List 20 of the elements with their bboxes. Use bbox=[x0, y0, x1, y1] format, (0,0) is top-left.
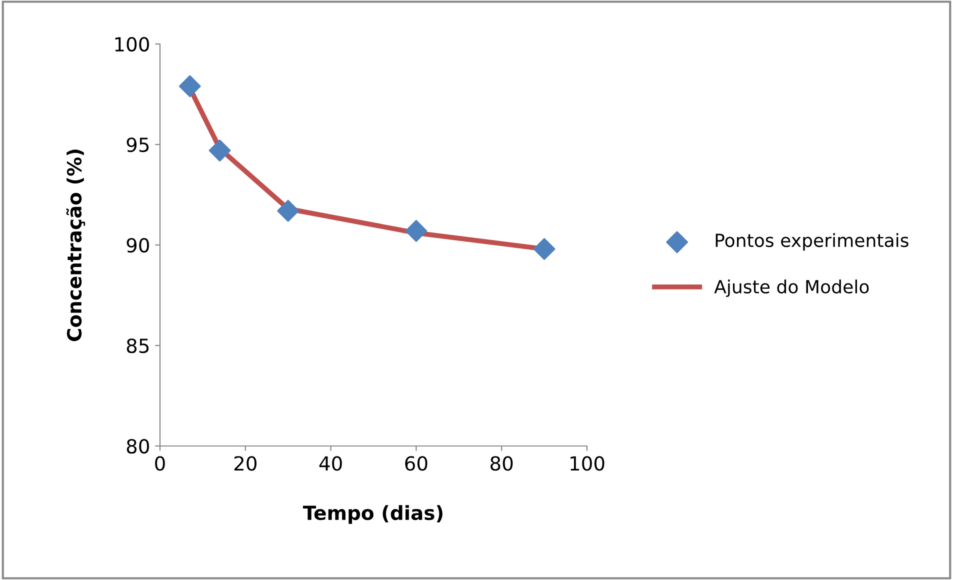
y-tick-label: 90 bbox=[126, 238, 149, 253]
x-tick-label: 60 bbox=[405, 456, 428, 471]
point bbox=[533, 238, 556, 260]
y-tick-label: 80 bbox=[126, 438, 149, 454]
legend-label: Pontos experimentais bbox=[716, 233, 908, 251]
x-tick-label: 20 bbox=[234, 456, 256, 471]
point bbox=[405, 220, 428, 242]
y-axis-title: Concentração (%) bbox=[66, 150, 86, 342]
y-tick-label: 100 bbox=[115, 36, 149, 52]
point bbox=[178, 75, 201, 98]
x-tick-label: 100 bbox=[570, 456, 604, 471]
legend-label: Ajuste do Modelo bbox=[714, 280, 869, 298]
y-tick-label: 85 bbox=[126, 338, 149, 354]
x-axis-title: Tempo (dias) bbox=[302, 505, 442, 524]
y-tick-label: 95 bbox=[126, 137, 149, 152]
x-tick-label: 0 bbox=[155, 456, 165, 471]
x-tick-label: 80 bbox=[490, 456, 513, 471]
x-tick-label: 40 bbox=[319, 456, 342, 471]
point bbox=[208, 140, 231, 162]
point bbox=[277, 200, 300, 222]
